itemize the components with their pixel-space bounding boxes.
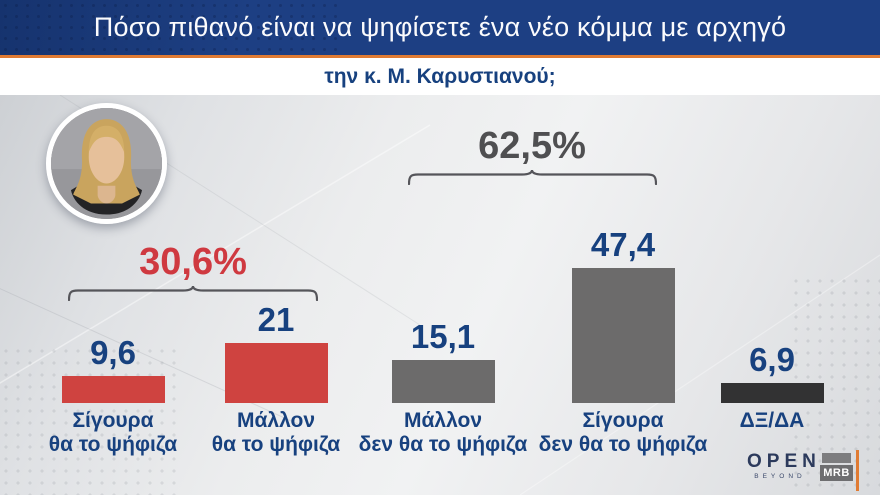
bar-column: 6,9 <box>682 343 862 403</box>
bar-category-label: Μάλλον θα το ψήφιζα <box>211 409 341 456</box>
bar-category-label: ΔΞ/ΔΑ <box>739 409 805 432</box>
avatar-photo <box>46 103 167 224</box>
bar-column: 9,6 <box>23 336 203 403</box>
brand-accent-line <box>856 450 859 491</box>
bar-category-label: Σίγουρα θα το ψήφιζα <box>48 409 178 456</box>
bar-column: 15,1 <box>353 320 533 403</box>
bar-rect <box>61 376 165 403</box>
mrb-logo: MRB <box>820 453 853 481</box>
mrb-logo-bar <box>822 453 851 463</box>
mrb-logo-text: MRB <box>820 465 853 481</box>
bar-value: 6,9 <box>749 341 795 378</box>
open-tv-logo: OPEN BEYOND <box>742 451 821 480</box>
bar-value: 47,4 <box>590 226 656 263</box>
chart-stage: 30,6% 62,5% 9,6 Σίγουρα θα το ψήφιζα 21 Μάλ… <box>0 95 880 495</box>
brace-group-yes <box>68 285 318 301</box>
accent-divider <box>0 55 880 58</box>
brace-group-no <box>408 169 657 185</box>
open-logo-text: OPEN <box>747 451 821 472</box>
bar-rect <box>571 268 675 403</box>
header-dot-pattern <box>0 0 340 55</box>
header-bar: Πόσο πιθανό είναι να ψηφίσετε ένα νέο κό… <box>0 0 880 55</box>
bar-rect <box>224 343 328 403</box>
bar-value: 15,1 <box>410 318 476 355</box>
bar-value: 9,6 <box>90 334 136 371</box>
bar-value: 21 <box>257 301 295 338</box>
open-logo-subtext: BEYOND <box>754 473 806 480</box>
bar-column: 47,4 <box>533 228 713 403</box>
subtitle-strip: την κ. Μ. Καρυστιανού; <box>0 58 880 95</box>
group-total-vote-yes: 30,6% <box>139 241 247 283</box>
bar-column: 21 <box>186 303 366 403</box>
bar-category-label: Μάλλον δεν θα το ψήφιζα <box>358 409 528 456</box>
bar-rect <box>391 360 495 403</box>
group-total-vote-no: 62,5% <box>478 125 586 167</box>
bar-rect <box>720 383 824 403</box>
portrait-illustration <box>51 108 162 219</box>
page-title: Πόσο πιθανό είναι να ψηφίσετε ένα νέο κό… <box>93 12 787 42</box>
bar-category-label: Σίγουρα δεν θα το ψήφιζα <box>538 409 708 456</box>
page-subtitle: την κ. Μ. Καρυστιανού; <box>324 64 556 88</box>
